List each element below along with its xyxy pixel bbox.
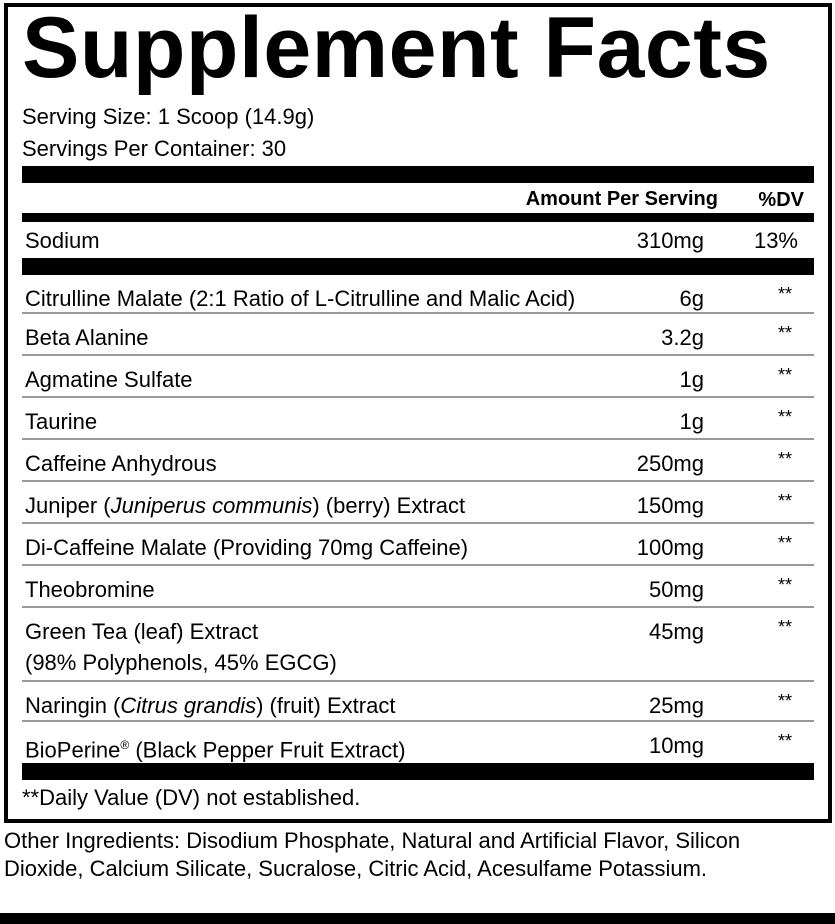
ingredient-name-part: BioPerine — [25, 737, 121, 763]
ingredient-name-part: ) (berry) Extract — [312, 493, 466, 518]
supplement-facts-panel: Supplement Facts Serving Size: 1 Scoop (… — [4, 0, 832, 823]
ingredient-name-part: Caffeine Anhydrous — [25, 451, 217, 476]
thick-divider — [22, 166, 814, 183]
ingredient-name: Green Tea (leaf) Extract (98% Polyphenols… — [25, 616, 337, 678]
serving-size: Serving Size: 1 Scoop (14.9g) — [22, 104, 315, 129]
sodium-row: Sodium 310mg 13% — [22, 222, 814, 258]
nutrient-dv: 13% — [753, 228, 798, 253]
ingredient-name: Agmatine Sulfate — [25, 364, 193, 395]
thick-divider — [22, 763, 814, 780]
ingredient-name: Citrulline Malate (2:1 Ratio of L-Citrul… — [25, 283, 575, 314]
ingredient-name-part: Juniper ( — [25, 493, 111, 518]
ingredient-amount: 1g — [679, 409, 704, 434]
ingredient-amount: 150mg — [636, 493, 704, 518]
ingredient-amount: 45mg — [648, 619, 704, 644]
ingredient-amount: 100mg — [636, 535, 704, 560]
ingredient-name: Beta Alanine — [25, 322, 149, 353]
ingredient-dv: ** — [777, 731, 792, 751]
ingredient-dv: ** — [777, 575, 792, 595]
ingredient-row: Juniper (Juniperus communis) (berry) Ext… — [22, 482, 814, 524]
ingredient-name-part: Juniperus communis — [110, 493, 313, 518]
ingredient-row: Caffeine Anhydrous 250mg ** — [22, 440, 814, 482]
bottom-bar — [0, 913, 835, 924]
ingredient-amount: 25mg — [648, 693, 704, 718]
ingredient-dv: ** — [777, 491, 792, 511]
ingredient-name-part: Beta Alanine — [25, 325, 149, 350]
ingredient-name-part: Agmatine Sulfate — [25, 367, 193, 392]
ingredient-name-part: ) (fruit) Extract — [256, 693, 396, 718]
ingredient-name: BioPerine® (Black Pepper Fruit Extract) — [25, 730, 406, 765]
ingredient-name-part: Theobromine — [25, 577, 155, 602]
ingredient-amount: 250mg — [636, 451, 704, 476]
dv-header: %DV — [758, 189, 804, 211]
other-ingredients: Other Ingredients: Disodium Phosphate, N… — [4, 828, 741, 881]
ingredient-name-part: (98% Polyphenols, 45% EGCG) — [25, 650, 337, 675]
nutrient-amount: 310mg — [636, 228, 704, 253]
amount-per-serving-header: Amount Per Serving — [525, 188, 718, 210]
medium-divider — [22, 213, 814, 222]
ingredient-row: Theobromine 50mg ** — [22, 566, 814, 608]
ingredient-dv: ** — [777, 407, 792, 427]
ingredient-amount: 10mg — [648, 733, 704, 758]
ingredient-name: Theobromine — [25, 574, 155, 605]
footnote: **Daily Value (DV) not established. — [22, 785, 361, 810]
ingredient-row: Agmatine Sulfate 1g ** — [22, 356, 814, 398]
ingredient-name-part: ® — [120, 738, 130, 752]
ingredient-dv: ** — [777, 284, 792, 304]
ingredient-dv: ** — [777, 449, 792, 469]
ingredient-dv: ** — [777, 365, 792, 385]
ingredient-row: Taurine 1g ** — [22, 398, 814, 440]
ingredient-name-part: Naringin ( — [25, 693, 121, 718]
ingredient-row: Beta Alanine 3.2g ** — [22, 314, 814, 356]
ingredient-name-part: (Black Pepper Fruit Extract) — [129, 737, 406, 763]
ingredient-amount: 50mg — [648, 577, 704, 602]
ingredient-name: Di-Caffeine Malate (Providing 70mg Caffe… — [25, 532, 468, 563]
ingredient-name: Juniper (Juniperus communis) (berry) Ext… — [25, 490, 465, 521]
nutrient-name: Sodium — [25, 228, 100, 253]
ingredient-name-part: Citrulline Malate (2:1 Ratio of L-Citrul… — [25, 286, 576, 311]
thick-divider — [22, 258, 814, 275]
ingredient-dv: ** — [777, 617, 792, 637]
ingredient-row: BioPerine® (Black Pepper Fruit Extract) 1… — [22, 722, 814, 763]
ingredient-dv: ** — [777, 323, 792, 343]
ingredient-name-part: Green Tea (leaf) Extract — [25, 619, 259, 644]
ingredient-name-part: Citrus grandis — [120, 693, 257, 718]
ingredient-amount: 1g — [679, 367, 704, 392]
ingredient-row: Naringin (Citrus grandis) (fruit) Extrac… — [22, 682, 814, 722]
ingredient-dv: ** — [777, 691, 792, 711]
ingredient-name-part: Di-Caffeine Malate (Providing 70mg Caffe… — [25, 535, 469, 560]
ingredient-name-part: Taurine — [25, 409, 98, 434]
ingredient-name: Naringin (Citrus grandis) (fruit) Extrac… — [25, 690, 395, 721]
panel-title: Supplement Facts — [22, 0, 771, 96]
ingredient-amount: 3.2g — [661, 325, 704, 350]
ingredient-amount: 6g — [679, 286, 704, 311]
ingredient-name: Caffeine Anhydrous — [25, 448, 217, 479]
ingredient-row: Green Tea (leaf) Extract (98% Polyphenols… — [22, 608, 814, 682]
ingredient-row: Di-Caffeine Malate (Providing 70mg Caffe… — [22, 524, 814, 566]
ingredient-row: Citrulline Malate (2:1 Ratio of L-Citrul… — [22, 275, 814, 314]
ingredient-dv: ** — [777, 533, 792, 553]
ingredient-name: Taurine — [25, 406, 97, 437]
servings-per-container: Servings Per Container: 30 — [22, 136, 287, 161]
